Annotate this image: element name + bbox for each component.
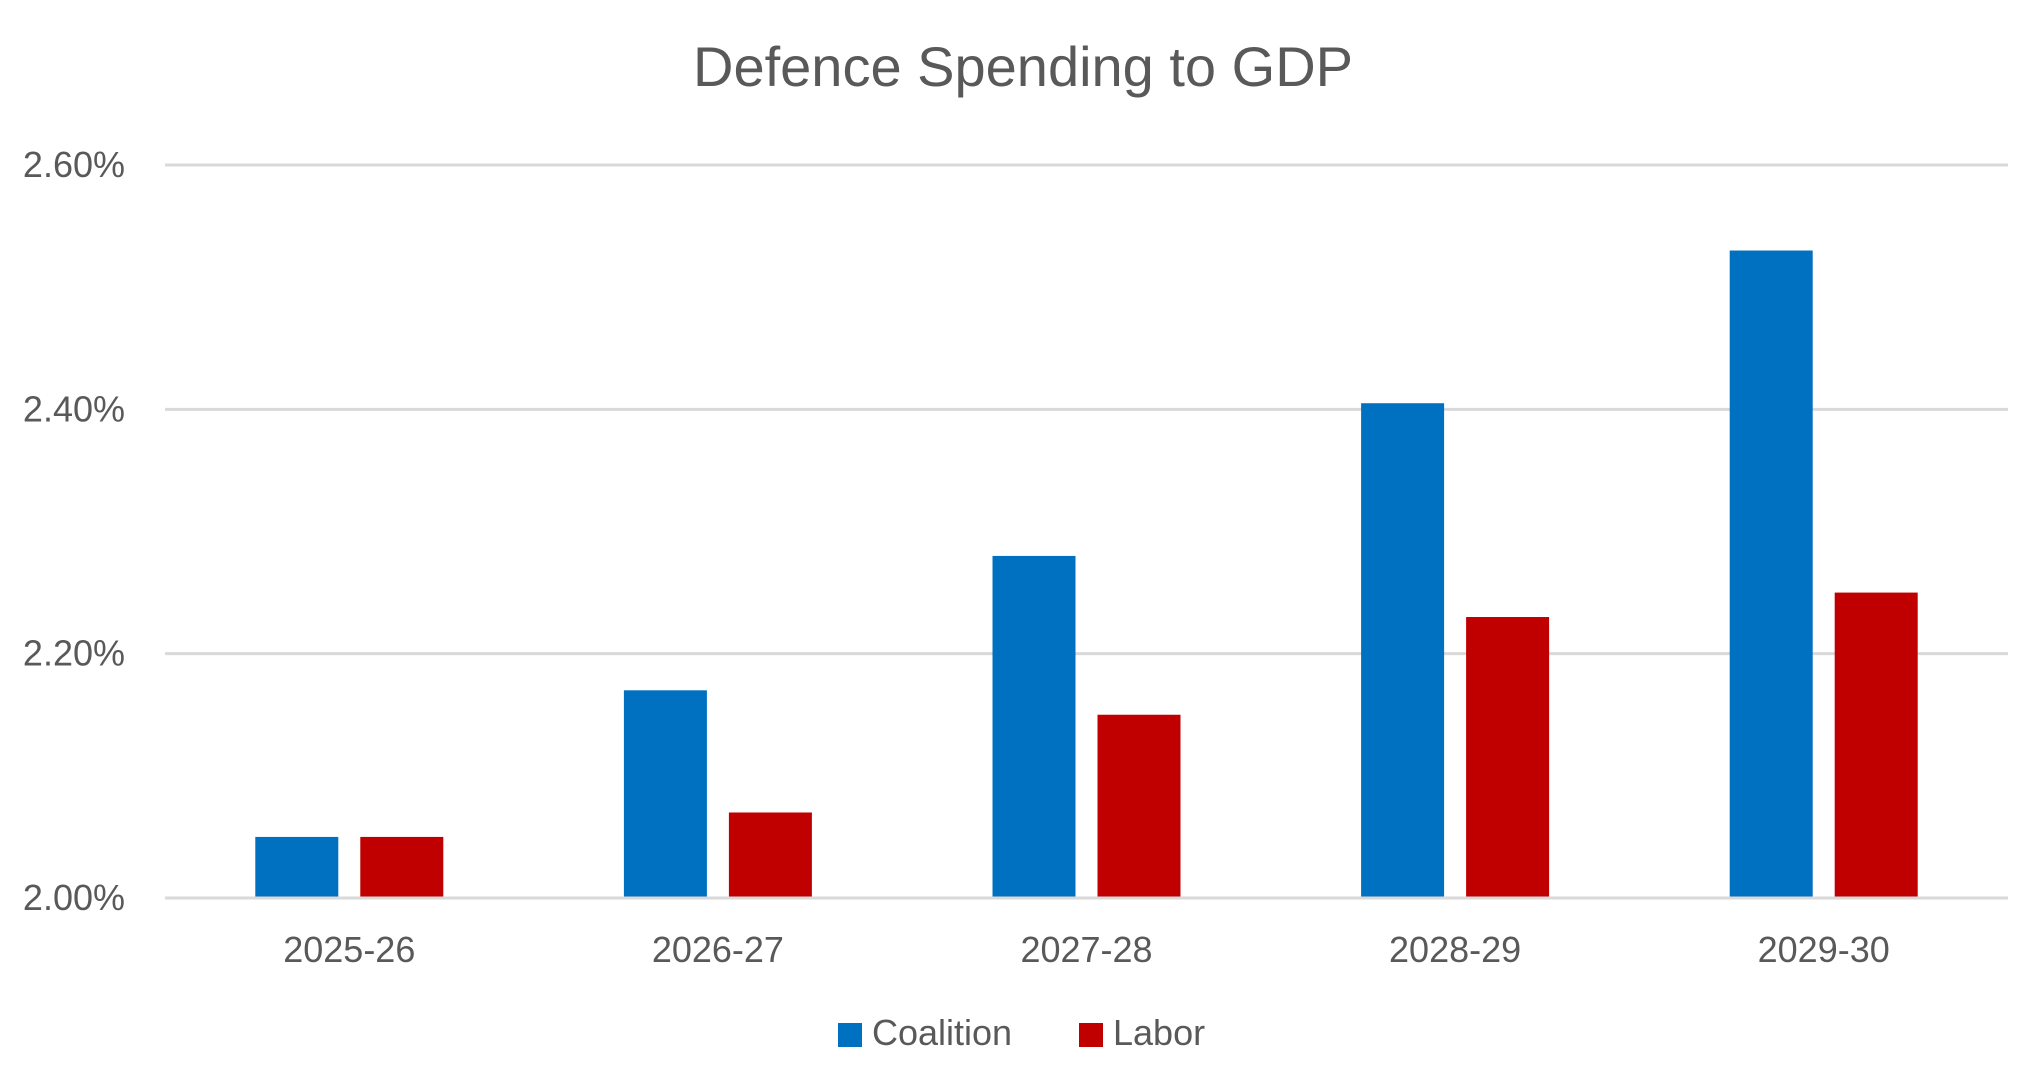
legend-swatch-labor <box>1079 1023 1103 1047</box>
bar-labor-2025-26 <box>360 836 444 898</box>
chart-title: Defence Spending to GDP <box>693 35 1353 98</box>
bar-coalition-2029-30 <box>1729 250 1813 898</box>
bar-labor-2026-27 <box>728 812 812 898</box>
legend-swatch-coalition <box>838 1023 862 1047</box>
x-tick-label: 2025-26 <box>283 929 415 970</box>
bar-coalition-2026-27 <box>623 690 707 898</box>
x-tick-label: 2029-30 <box>1758 929 1890 970</box>
y-tick-label: 2.00% <box>23 877 125 918</box>
bar-labor-2029-30 <box>1834 592 1918 898</box>
x-tick-label: 2028-29 <box>1389 929 1521 970</box>
y-tick-label: 2.40% <box>23 388 125 429</box>
legend: Coalition Labor <box>838 1012 1205 1053</box>
bar-labor-2028-29 <box>1466 617 1550 898</box>
bars <box>165 250 2008 900</box>
y-tick-label: 2.60% <box>23 144 125 185</box>
bar-labor-2027-28 <box>1097 714 1181 898</box>
bar-coalition-2025-26 <box>255 836 339 898</box>
x-axis-ticks: 2025-26 2026-27 2027-28 2028-29 2029-30 <box>283 929 1890 970</box>
legend-label-labor: Labor <box>1113 1012 1205 1053</box>
bar-coalition-2028-29 <box>1361 403 1445 898</box>
y-axis-ticks: 2.00% 2.20% 2.40% 2.60% <box>23 144 125 918</box>
legend-label-coalition: Coalition <box>872 1012 1012 1053</box>
x-tick-label: 2027-28 <box>1020 929 1152 970</box>
bar-coalition-2027-28 <box>992 555 1076 898</box>
x-tick-label: 2026-27 <box>652 929 784 970</box>
y-tick-label: 2.20% <box>23 633 125 674</box>
